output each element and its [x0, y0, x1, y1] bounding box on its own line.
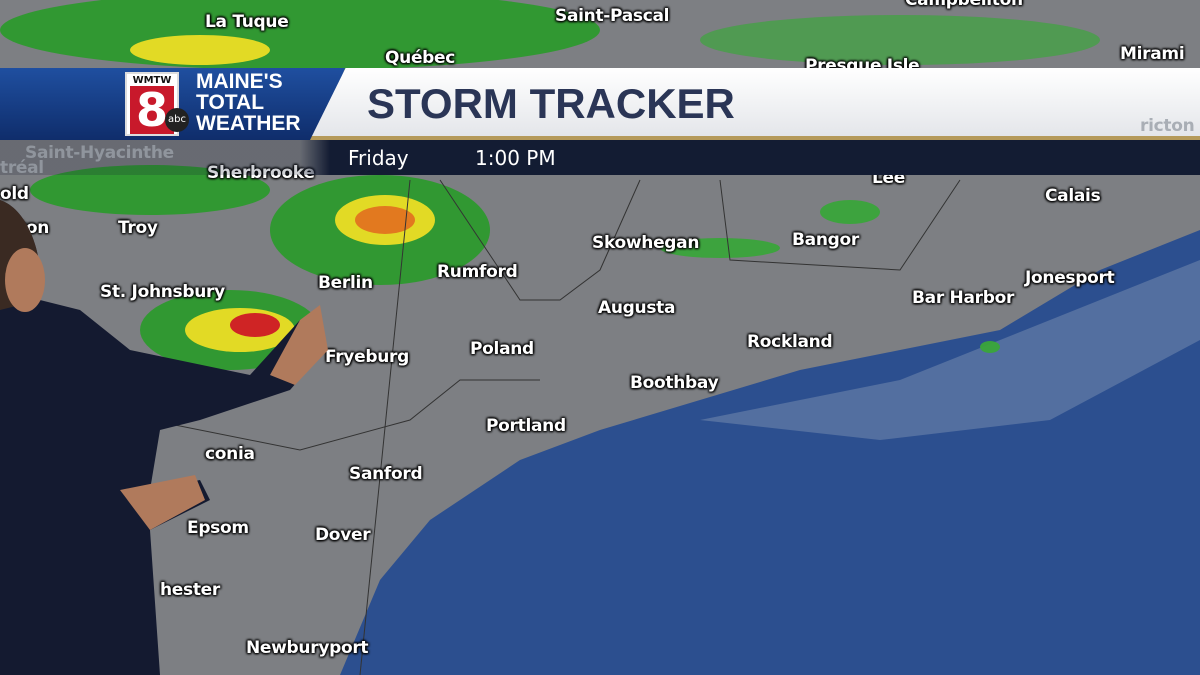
city-label: old [0, 184, 29, 204]
city-label: Epsom [187, 518, 249, 538]
forecast-time: 1:00 PM [475, 146, 556, 170]
city-label: Skowhegan [592, 233, 700, 253]
county-borders [149, 179, 961, 675]
forecast-day: Friday [348, 146, 409, 170]
title-bar [310, 68, 1200, 140]
city-label: Saint-Hyacinthe [25, 143, 174, 163]
city-label: Augusta [598, 298, 676, 318]
city-label: Rumford [437, 262, 518, 282]
city-label: hester [160, 580, 220, 600]
lower-third-banner: WMTW 8 abc MAINE'S TOTAL WEATHER STORM T… [0, 68, 1200, 140]
network-logo: abc [165, 108, 189, 132]
city-label: Campbellton [905, 0, 1023, 10]
call-sign: WMTW [132, 75, 172, 86]
city-label: Berlin [318, 273, 373, 293]
brand-line: TOTAL [196, 91, 265, 114]
ocean [340, 230, 1200, 675]
ocean-cloud [700, 260, 1200, 440]
city-label: Rockland [747, 332, 833, 352]
city-label: Calais [1045, 186, 1101, 206]
timestamp-bar: Friday 1:00 PM [0, 140, 1200, 175]
presenter [0, 200, 328, 675]
city-label: Mirami [1120, 44, 1185, 64]
city-label: Boothbay [630, 373, 719, 393]
city-label: Newburyport [246, 638, 369, 658]
city-label: Poland [470, 339, 534, 359]
city-label: Portland [486, 416, 566, 436]
city-label: La Tuque [205, 12, 289, 32]
segment-title: STORM TRACKER [367, 80, 735, 127]
channel-number: 8 [130, 86, 174, 134]
city-label: Troy [118, 218, 158, 238]
station-logo: WMTW 8 abc [125, 72, 189, 136]
city-label: Bangor [792, 230, 859, 250]
city-label: Fryeburg [325, 347, 409, 367]
city-label: Saint-Pascal [555, 6, 670, 26]
brand-line: WEATHER [196, 112, 301, 135]
city-label: Dover [315, 525, 371, 545]
brand-text: MAINE'S TOTAL WEATHER [196, 71, 301, 134]
brand-panel: WMTW 8 abc MAINE'S TOTAL WEATHER [0, 68, 345, 140]
city-label: Québec [385, 48, 456, 68]
city-label: tréal [0, 158, 44, 178]
city-label: St. Johnsbury [100, 282, 225, 302]
city-label: Bar Harbor [912, 288, 1015, 308]
city-label: ricton [1140, 116, 1195, 136]
city-label: Sanford [349, 464, 423, 484]
city-label: conia [205, 444, 255, 464]
city-label: Jonesport [1025, 268, 1115, 288]
brand-line: MAINE'S [196, 70, 283, 93]
